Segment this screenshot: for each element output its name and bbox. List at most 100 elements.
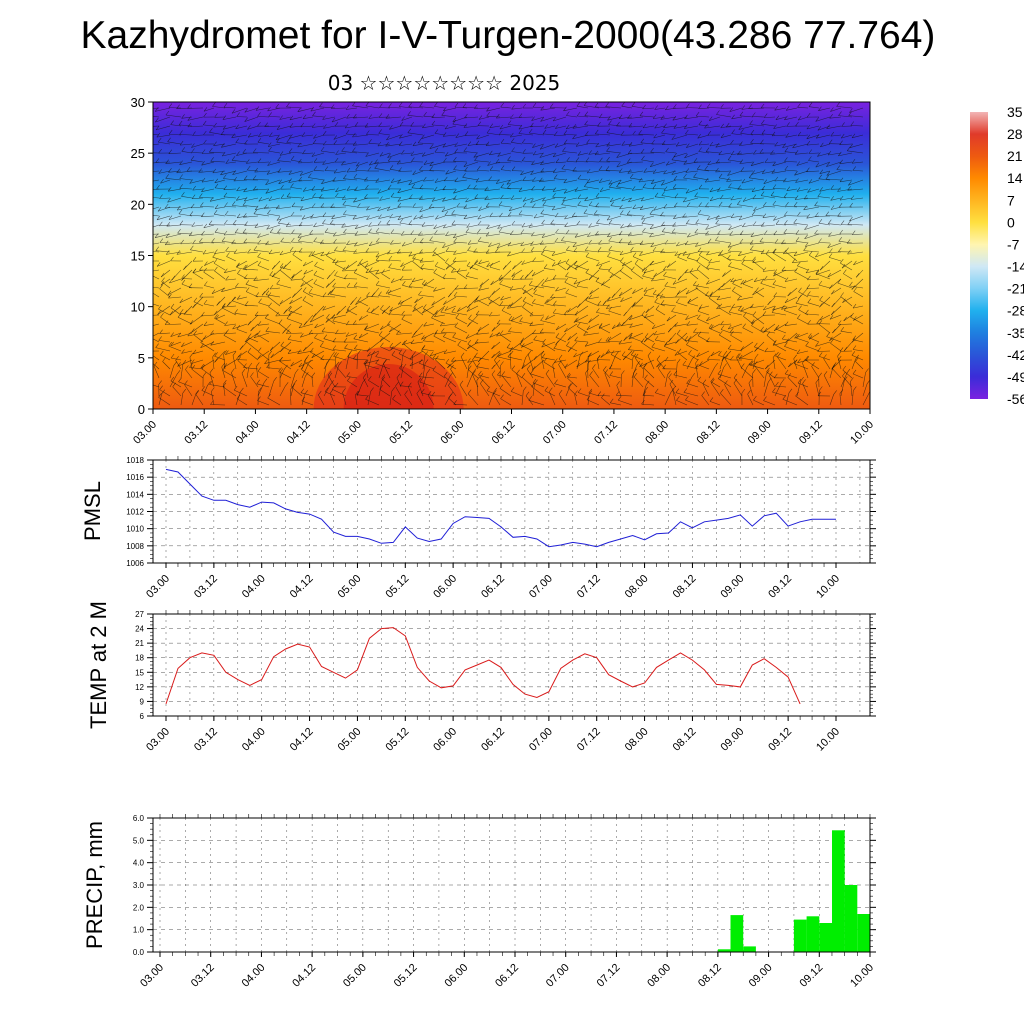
wind-barb-flag — [769, 371, 773, 376]
wind-barb — [365, 399, 380, 406]
wind-barb — [664, 285, 677, 289]
wind-barb-flag — [691, 355, 696, 360]
wind-barb-flag — [329, 219, 334, 225]
wind-barb-flag — [724, 354, 729, 359]
wind-barb — [685, 133, 699, 136]
wind-barb-flag — [698, 104, 702, 109]
wind-barb — [499, 334, 512, 343]
wind-barb-flag — [839, 177, 844, 182]
wind-barb-flag — [428, 203, 433, 209]
wind-barb-flag — [288, 148, 293, 153]
wind-barb-flag — [199, 193, 203, 198]
wind-barb — [677, 287, 688, 295]
wind-barb — [179, 124, 193, 127]
wind-barb-flag — [805, 309, 809, 315]
wind-barb — [375, 179, 391, 183]
wind-barb — [500, 197, 512, 200]
wind-barb-flag — [804, 355, 809, 361]
wind-barb — [390, 233, 402, 235]
wind-barb-flag — [241, 368, 246, 374]
heatmap-x-tick-label: 06.12 — [490, 419, 518, 447]
wind-barb-flag — [719, 250, 724, 255]
wind-barb — [666, 161, 677, 166]
wind-barb-flag — [530, 246, 535, 252]
wind-barb-flag — [148, 241, 151, 245]
wind-barb — [389, 346, 402, 352]
wind-barb-flag — [378, 113, 383, 118]
panel-x-tick-label: 08.00 — [623, 573, 651, 601]
wind-barb-flag — [592, 364, 596, 369]
panel-x-tick-label: 09.12 — [766, 573, 794, 601]
wind-barb — [806, 125, 820, 130]
wind-barb — [852, 339, 864, 343]
wind-barb — [170, 341, 182, 347]
wind-barb-flag — [661, 128, 665, 134]
wind-barb — [715, 215, 732, 220]
wind-barb — [254, 224, 270, 228]
wind-barb — [520, 170, 534, 176]
wind-barb-flag — [420, 264, 424, 269]
wind-barb-flag — [434, 312, 438, 317]
wind-barb-flag — [288, 170, 293, 175]
wind-barb — [598, 169, 611, 172]
chart-title: Kazhydromet for I-V-Turgen-2000(43.286 7… — [80, 14, 936, 57]
wind-barb — [334, 356, 336, 370]
wind-barb-flag — [365, 102, 370, 107]
wind-barb — [566, 260, 578, 271]
wind-barb — [330, 293, 347, 298]
wind-barb — [530, 373, 545, 379]
wind-barb — [840, 380, 845, 397]
wind-barb-flag — [353, 354, 357, 360]
wind-barb — [352, 215, 369, 220]
wind-barb-flag — [487, 161, 491, 166]
wind-barb — [491, 350, 501, 359]
wind-barb-flag — [231, 201, 236, 206]
y-tick-label: 1018 — [126, 456, 144, 465]
wind-barb-flag — [671, 170, 676, 175]
wind-barb-flag — [710, 377, 714, 382]
wind-barb-flag — [379, 325, 384, 330]
wind-barb-flag — [750, 319, 755, 324]
wind-barb — [784, 196, 798, 199]
wind-barb — [491, 341, 501, 350]
wind-barb — [496, 179, 512, 184]
wind-barb-flag — [313, 166, 318, 171]
wind-barb-flag — [168, 103, 173, 108]
wind-barb-flag — [276, 138, 280, 143]
wind-barb — [290, 278, 303, 281]
wind-barb — [839, 393, 842, 406]
wind-barb-flag — [269, 271, 273, 276]
wind-barb-flag — [577, 201, 581, 206]
wind-barb — [738, 251, 754, 256]
wind-barb — [276, 206, 292, 210]
wind-barb-flag — [510, 132, 514, 138]
wind-barb — [489, 215, 501, 218]
wind-barb-flag — [491, 364, 495, 370]
wind-barb-flag — [564, 278, 569, 283]
wind-barb-flag — [829, 114, 833, 119]
wind-barb — [179, 161, 193, 165]
wind-barb-flag — [401, 340, 406, 346]
wind-barb — [827, 269, 842, 278]
wind-barb — [855, 361, 864, 370]
wind-barb-flag — [575, 142, 580, 147]
wind-barb — [851, 390, 854, 406]
wind-barb-flag — [456, 202, 460, 208]
wind-barb-flag — [323, 140, 327, 146]
wind-barb-flag — [753, 395, 757, 401]
wind-barb-flag — [543, 264, 548, 269]
wind-barb — [233, 223, 248, 226]
wind-barb — [375, 231, 391, 235]
wind-barb — [737, 296, 754, 301]
wind-barb — [160, 269, 171, 278]
wind-barb — [530, 170, 545, 175]
wind-barb — [323, 125, 336, 129]
wind-barb — [620, 214, 633, 217]
wind-barb-flag — [195, 389, 199, 395]
wind-barb — [333, 356, 347, 361]
wind-barb — [729, 107, 743, 112]
wind-barb-flag — [314, 323, 318, 329]
wind-barb-flag — [763, 202, 767, 207]
wind-barb — [706, 278, 721, 285]
wind-barb-flag — [718, 173, 723, 179]
